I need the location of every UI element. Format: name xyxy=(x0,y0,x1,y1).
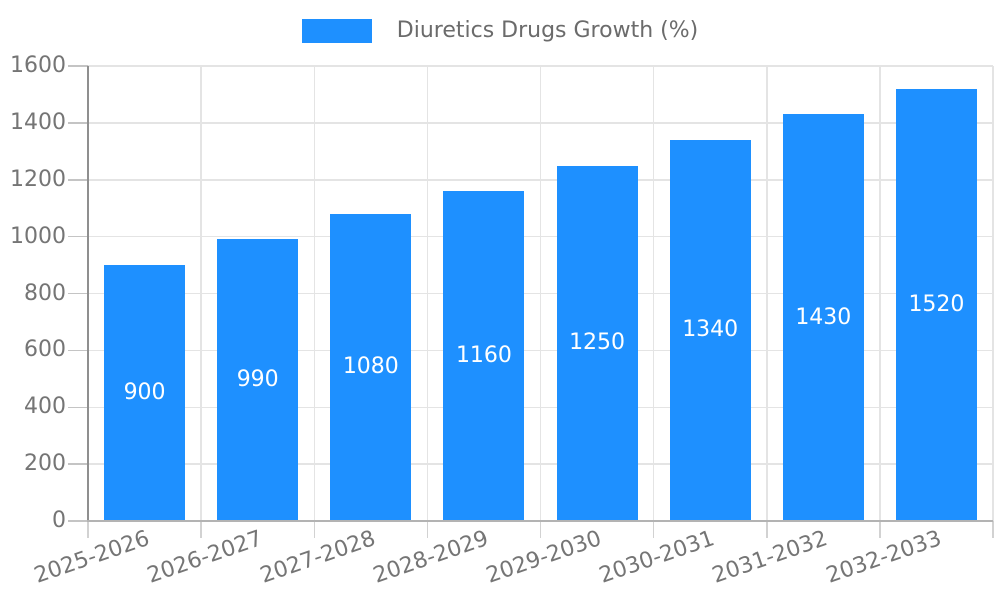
y-tick xyxy=(68,122,88,124)
y-tick xyxy=(68,235,88,238)
x-gridline xyxy=(766,66,768,521)
y-axis-tick-label: 1600 xyxy=(10,53,66,78)
bar-value-label: 1340 xyxy=(682,317,739,343)
x-gridline xyxy=(652,66,655,521)
x-tick xyxy=(426,521,429,538)
bar-value-label: 990 xyxy=(236,367,279,393)
x-tick xyxy=(539,521,542,538)
x-gridline xyxy=(539,66,542,521)
y-axis-line xyxy=(87,66,89,521)
y-tick xyxy=(68,292,88,295)
y-axis-tick-label: 1400 xyxy=(10,109,66,135)
bar-value-label: 1520 xyxy=(908,291,965,317)
bar[interactable]: 900 xyxy=(104,265,186,521)
x-gridline xyxy=(313,66,315,521)
x-tick xyxy=(87,521,89,538)
y-axis-tick-label: 1000 xyxy=(10,223,66,249)
x-axis-tick-label: 2026-2027 xyxy=(143,526,266,589)
x-gridline xyxy=(992,66,994,521)
y-tick xyxy=(68,406,88,408)
y-axis-tick-label: 600 xyxy=(24,337,66,363)
x-tick xyxy=(313,521,315,538)
legend-swatch xyxy=(301,19,372,43)
y-axis-tick-label: 1200 xyxy=(10,166,66,192)
x-axis-tick-label: 2025-2026 xyxy=(30,526,153,589)
y-tick xyxy=(68,179,88,181)
bar-value-label: 900 xyxy=(123,380,166,406)
x-tick xyxy=(879,521,881,538)
x-axis-tick-label: 2028-2029 xyxy=(370,526,492,589)
x-gridline xyxy=(426,66,429,521)
x-tick xyxy=(652,521,655,538)
legend-label: Diuretics Drugs Growth (%) xyxy=(396,18,699,43)
bar[interactable]: 1080 xyxy=(330,213,412,521)
legend[interactable]: Diuretics Drugs Growth (%) xyxy=(0,18,1000,44)
bar[interactable]: 1250 xyxy=(556,165,638,521)
y-axis-tick-label: 400 xyxy=(24,394,66,420)
y-axis-tick-label: 0 xyxy=(52,508,66,533)
bar[interactable]: 1520 xyxy=(895,88,977,521)
x-axis-tick-label: 2031-2032 xyxy=(709,526,832,589)
x-tick xyxy=(766,521,768,538)
x-tick xyxy=(200,521,202,538)
x-gridline xyxy=(879,66,881,521)
y-tick xyxy=(68,463,88,465)
bar[interactable]: 1340 xyxy=(669,139,751,521)
y-axis-tick-label: 800 xyxy=(24,280,66,306)
bar-value-label: 1080 xyxy=(342,354,399,380)
x-gridline xyxy=(200,66,202,521)
bar[interactable]: 1160 xyxy=(443,191,525,521)
y-tick xyxy=(68,520,88,522)
y-tick xyxy=(68,65,88,67)
x-axis-tick-label: 2032-2033 xyxy=(822,526,945,589)
bar[interactable]: 990 xyxy=(217,239,299,521)
bar-value-label: 1430 xyxy=(795,304,852,330)
x-axis-tick-label: 2030-2031 xyxy=(596,526,719,589)
bar-value-label: 1160 xyxy=(455,343,512,369)
x-tick xyxy=(992,521,994,538)
y-axis-tick-label: 200 xyxy=(24,451,66,477)
y-tick xyxy=(68,349,88,352)
x-axis-tick-label: 2027-2028 xyxy=(257,526,379,589)
bar[interactable]: 1430 xyxy=(782,114,864,521)
x-axis-tick-label: 2029-2030 xyxy=(483,526,605,589)
plot-area: 900 990 1080 1160 1250 1340 1430 1520 0 200 400 60… xyxy=(10,55,994,589)
bar-value-label: 1250 xyxy=(569,330,626,356)
x-axis-line xyxy=(87,520,993,522)
